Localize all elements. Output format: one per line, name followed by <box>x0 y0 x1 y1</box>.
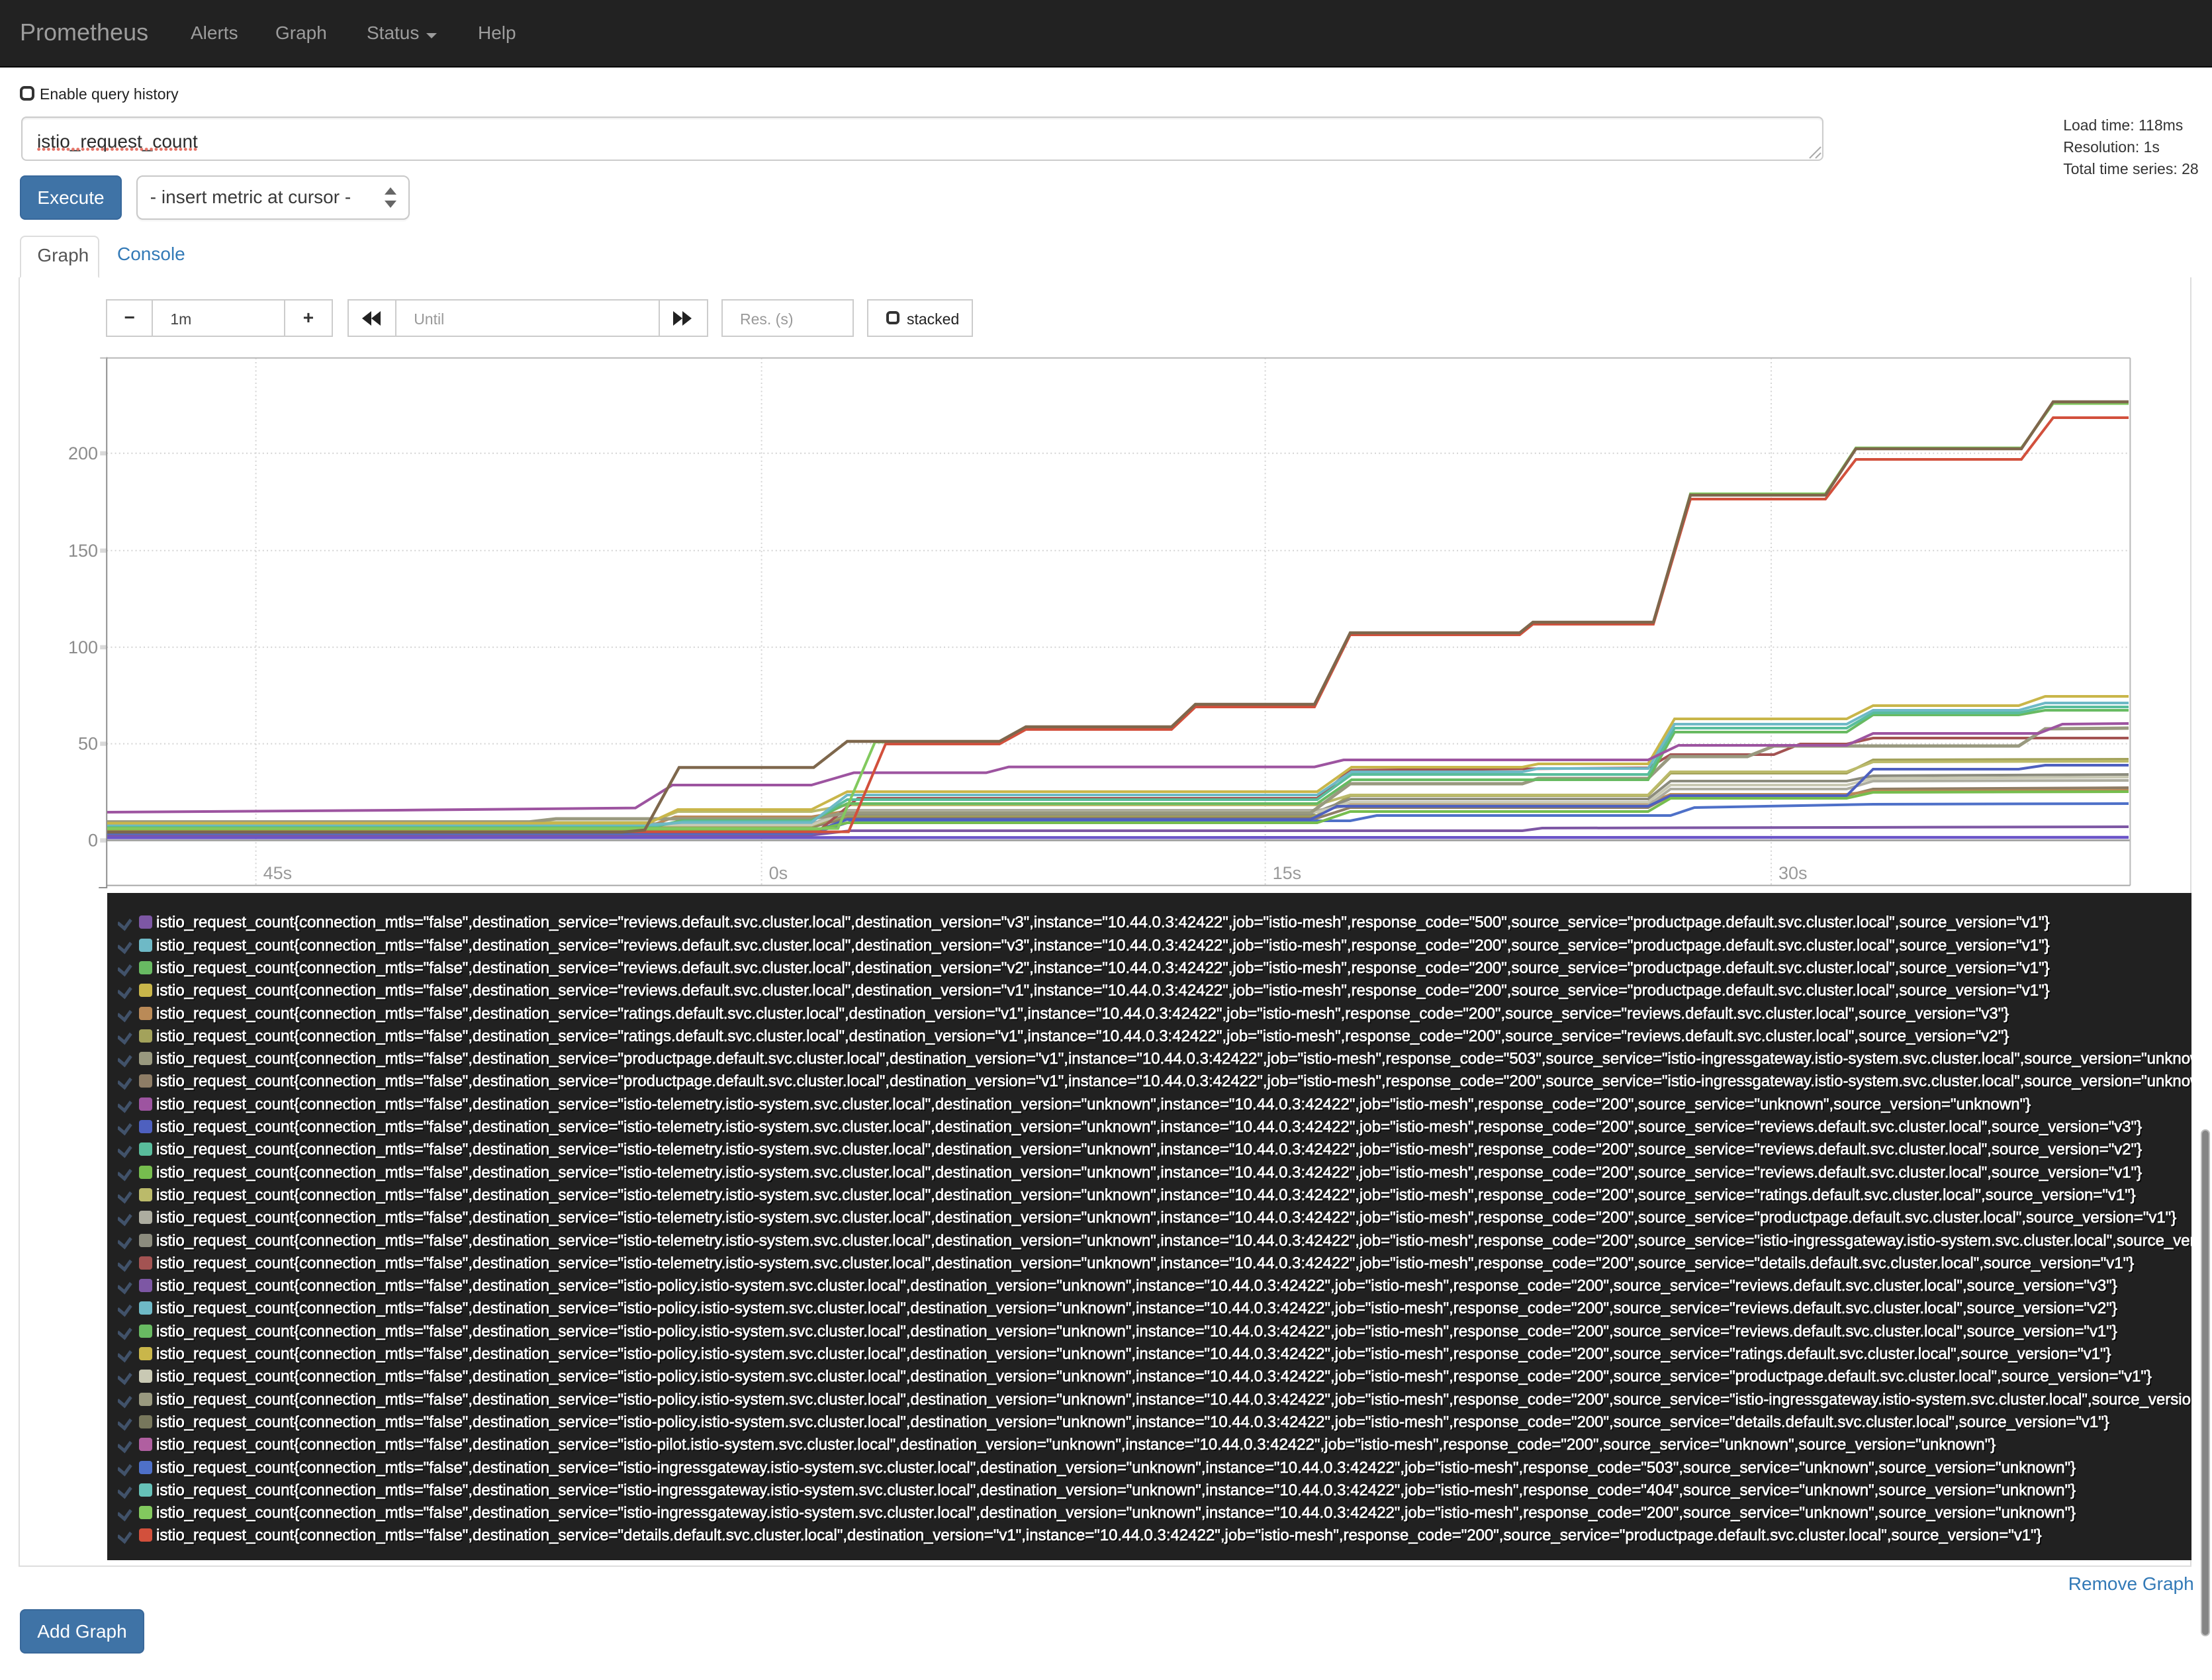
svg-text:0: 0 <box>88 831 98 851</box>
svg-text:0s: 0s <box>769 863 788 883</box>
svg-text:30s: 30s <box>1778 863 1808 883</box>
svg-text:100: 100 <box>68 637 98 657</box>
svg-text:15s: 15s <box>1273 863 1302 883</box>
svg-text:50: 50 <box>78 734 98 754</box>
svg-text:45s: 45s <box>263 863 293 883</box>
svg-text:150: 150 <box>68 541 98 561</box>
svg-text:200: 200 <box>68 443 98 463</box>
